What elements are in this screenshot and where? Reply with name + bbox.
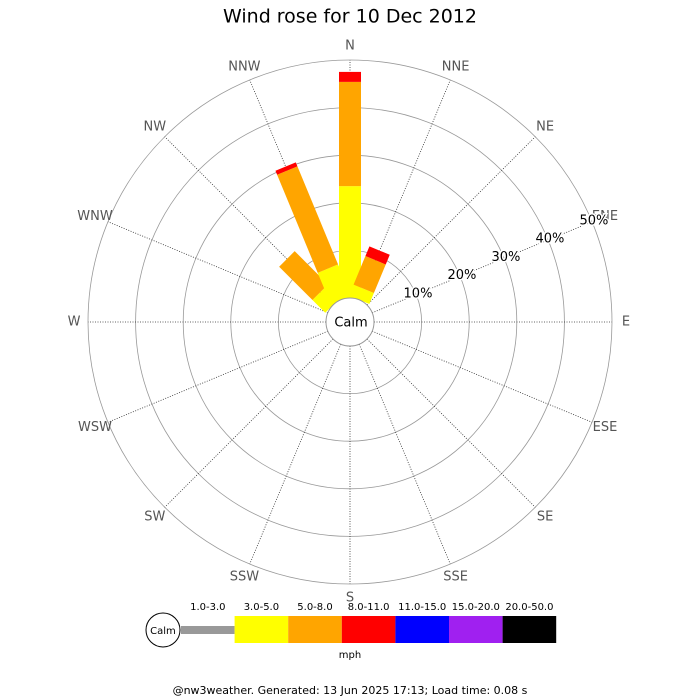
direction-label: SSW bbox=[230, 569, 260, 584]
bar-segment bbox=[339, 186, 361, 298]
legend-swatch bbox=[395, 616, 449, 643]
bar-segment bbox=[275, 162, 298, 175]
legend-swatch bbox=[288, 616, 342, 643]
spoke bbox=[372, 330, 593, 423]
legend-swatch bbox=[181, 626, 235, 634]
chart-title: Wind rose for 10 Dec 2012 bbox=[223, 6, 477, 28]
spoke bbox=[366, 338, 536, 508]
bar-segment bbox=[339, 71, 361, 82]
legend: Calm mph 1.0-3.0 3.0-5.0 5.0-8.0 8.0-11.0 11… bbox=[145, 602, 557, 661]
legend-calm-circle bbox=[145, 612, 181, 648]
legend-swatch bbox=[234, 616, 289, 643]
direction-label: S bbox=[346, 591, 354, 606]
legend-label: 8.0-11.0 bbox=[348, 602, 390, 613]
direction-label: SE bbox=[537, 510, 553, 525]
calm-label: Calm bbox=[334, 316, 367, 331]
footer: @nw3weather. Generated: 13 Jun 2025 17:1… bbox=[173, 684, 528, 697]
spoke bbox=[372, 221, 593, 314]
spoke bbox=[358, 79, 451, 300]
spoke bbox=[249, 344, 342, 565]
bar-segment bbox=[279, 251, 329, 301]
bar-segment bbox=[365, 246, 390, 265]
direction-label: E bbox=[622, 315, 630, 330]
bar-segment bbox=[349, 284, 374, 305]
direction-label: NE bbox=[536, 119, 554, 134]
bar-segment bbox=[339, 81, 361, 187]
r-tick-label: 50% bbox=[579, 213, 608, 228]
spoke bbox=[366, 136, 536, 306]
spoke bbox=[358, 344, 451, 565]
spoke bbox=[164, 338, 334, 508]
direction-label: W bbox=[68, 315, 81, 330]
legend-label: 3.0-5.0 bbox=[244, 602, 279, 613]
direction-label: SSE bbox=[443, 569, 468, 584]
r-tick-label: 10% bbox=[404, 286, 433, 301]
direction-label: WSW bbox=[78, 420, 112, 435]
direction-label: WNW bbox=[77, 209, 113, 224]
r-tick-label: 30% bbox=[491, 250, 520, 265]
legend-calm-label: Calm bbox=[150, 626, 176, 637]
labels: N NNE NE ENE E ESE SE SSE S SSW SW WSW W WNW NW NNW 10% 2… bbox=[68, 39, 631, 606]
direction-label: ENE bbox=[592, 209, 618, 224]
legend-swatch bbox=[341, 616, 396, 643]
units-label: mph bbox=[339, 650, 361, 661]
legend-label: 11.0-15.0 bbox=[398, 602, 446, 613]
spoke bbox=[107, 330, 328, 423]
spoke bbox=[249, 79, 342, 300]
bar-segment bbox=[317, 264, 351, 305]
legend-label: 15.0-20.0 bbox=[452, 602, 500, 613]
legend-label: 1.0-3.0 bbox=[190, 602, 225, 613]
spoke bbox=[107, 221, 328, 314]
legend-swatch bbox=[502, 616, 557, 643]
bars bbox=[275, 71, 390, 313]
calm-circle bbox=[325, 297, 375, 347]
legend-label: 5.0-8.0 bbox=[297, 602, 332, 613]
legend-label: 20.0-50.0 bbox=[505, 602, 553, 613]
direction-label: NNE bbox=[442, 60, 470, 75]
r-tick-label: 20% bbox=[448, 268, 477, 283]
r-tick-label: 40% bbox=[535, 232, 564, 247]
bar-segment bbox=[353, 256, 386, 294]
direction-label: NNW bbox=[228, 60, 260, 75]
direction-label: N bbox=[345, 39, 355, 54]
legend-swatch bbox=[449, 616, 503, 643]
direction-label: ESE bbox=[593, 420, 618, 435]
bar-segment bbox=[277, 166, 339, 273]
direction-label: NW bbox=[144, 119, 167, 134]
direction-label: SW bbox=[144, 510, 165, 525]
spoke bbox=[164, 136, 334, 306]
